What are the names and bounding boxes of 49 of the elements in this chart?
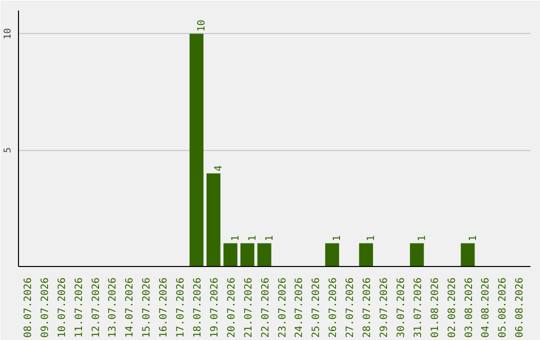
- data-label: 10: [196, 20, 208, 32]
- data-label: 1: [230, 235, 242, 242]
- y-tick-label: 5: [2, 147, 14, 153]
- x-tick-label: 24.07.2026: [294, 277, 306, 338]
- x-tick-label: 23.07.2026: [277, 277, 288, 338]
- bar: [460, 243, 475, 266]
- x-tick-label: 14.07.2026: [124, 277, 136, 338]
- x-tick-label: 02.08.2026: [446, 277, 458, 338]
- bar: [190, 34, 204, 266]
- data-label: 1: [416, 235, 428, 242]
- bar: [257, 243, 272, 266]
- x-tick-label: 22.07.2026: [260, 277, 272, 338]
- x-tick-label: 17.07.2026: [176, 277, 187, 338]
- x-tick-label: 09.07.2026: [40, 277, 51, 338]
- x-tick-label: 25.07.2026: [311, 277, 322, 338]
- x-tick-label: 10.07.2026: [56, 277, 68, 338]
- x-tick-label: 30.07.2026: [396, 277, 407, 338]
- x-tick-label: 16.07.2026: [158, 277, 170, 338]
- x-tick-label: 20.07.2026: [226, 277, 238, 338]
- bar: [206, 173, 220, 266]
- data-label: 1: [366, 235, 378, 242]
- x-tick-label: 03.08.2026: [464, 277, 475, 338]
- bar: [359, 243, 373, 266]
- x-tick-label: 01.08.2026: [430, 277, 441, 338]
- bar: [410, 243, 424, 266]
- x-tick-label: 19.07.2026: [209, 277, 220, 338]
- x-tick-label: 08.07.2026: [22, 277, 34, 338]
- data-label: 1: [332, 235, 344, 242]
- x-tick-label: 18.07.2026: [192, 277, 204, 338]
- data-label: 1: [264, 235, 276, 242]
- x-tick-label: 21.07.2026: [243, 277, 254, 338]
- data-label: 4: [213, 165, 224, 172]
- x-tick-label: 26.07.2026: [328, 277, 340, 338]
- bar: [240, 243, 254, 266]
- x-tick-label: 05.08.2026: [498, 277, 509, 338]
- bar: [223, 243, 238, 266]
- bar: [325, 243, 340, 266]
- x-tick-label: 04.08.2026: [480, 277, 492, 338]
- data-label: 1: [468, 235, 479, 242]
- x-tick-label: 11.07.2026: [74, 277, 85, 338]
- x-tick-label: 12.07.2026: [90, 277, 102, 338]
- x-tick-label: 06.08.2026: [514, 277, 526, 338]
- data-label: 1: [247, 235, 258, 242]
- x-tick-label: 29.07.2026: [379, 277, 390, 338]
- x-tick-label: 15.07.2026: [142, 277, 153, 338]
- x-tick-label: 13.07.2026: [108, 277, 119, 338]
- x-tick-label: 31.07.2026: [412, 277, 424, 338]
- x-tick-label: 28.07.2026: [362, 277, 374, 338]
- x-tick-label: 27.07.2026: [345, 277, 356, 338]
